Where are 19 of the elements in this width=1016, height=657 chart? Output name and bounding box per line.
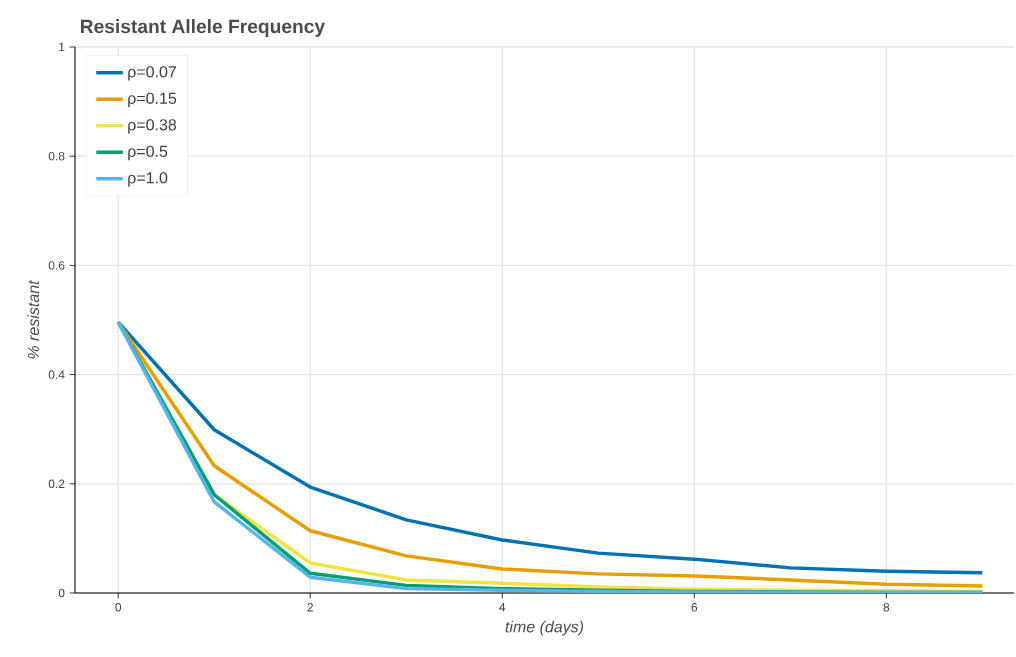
- legend-label: ρ=0.38: [128, 119, 177, 134]
- y-tick-label: 0.6: [48, 261, 65, 270]
- x-tick-label: 2: [307, 603, 313, 612]
- x-tick-label: 6: [691, 603, 698, 612]
- y-tick-label: 1: [59, 42, 65, 52]
- x-axis-title: time (days): [505, 620, 584, 636]
- chart-title: Resistant Allele Frequency: [80, 19, 326, 37]
- legend-label: ρ=0.07: [128, 66, 176, 81]
- y-tick-label: 0: [58, 588, 65, 598]
- x-tick-label: 4: [499, 603, 506, 612]
- y-tick-label: 0.8: [48, 151, 65, 161]
- x-tick-label: 8: [883, 603, 890, 612]
- x-tick-label: 0: [115, 603, 122, 612]
- legend-label: ρ=0.15: [128, 92, 177, 108]
- legend-label: ρ=0.5: [128, 145, 168, 161]
- y-tick-label: 0.2: [48, 479, 65, 489]
- y-tick-label: 0.4: [48, 370, 65, 379]
- legend-label: ρ=1.0: [128, 172, 168, 187]
- y-axis-title: % resistant: [27, 279, 40, 359]
